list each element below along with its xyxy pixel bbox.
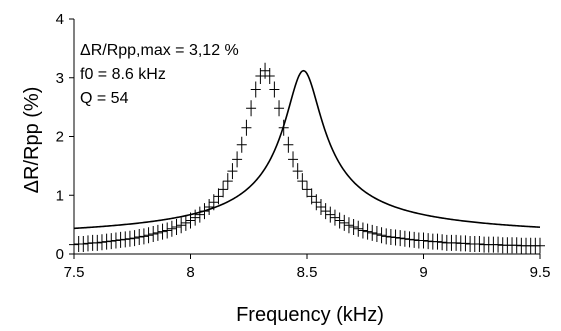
data-point [418,232,429,249]
data-point [376,227,387,244]
data-point [96,234,107,251]
data-point [367,224,378,241]
y-tick-label: 1 [56,187,64,204]
y-tick-label: 4 [56,11,64,28]
data-point [269,81,280,98]
data-point [264,67,275,84]
data-point [218,181,229,198]
data-point [292,163,303,180]
data-point [274,100,285,117]
data-point [171,218,182,235]
data-point [353,220,364,237]
data-point [451,234,462,251]
data-point [297,173,308,190]
data-point [157,223,168,240]
data-point [194,206,205,223]
data-point [390,229,401,246]
data-point [288,151,299,168]
data-point [283,136,294,153]
data-point [227,163,238,180]
data-point [371,226,382,243]
data-point [334,212,345,229]
data-point [423,233,434,250]
data-point [143,227,154,244]
data-point [82,235,93,252]
data-point [115,231,126,248]
data-point [236,136,247,153]
data-point [162,222,173,239]
data-point [241,119,252,136]
data-point [250,81,261,98]
data-point [404,231,415,248]
x-tick-label: 7.5 [64,264,85,281]
data-point [409,231,420,248]
data-point [134,228,145,245]
y-axis-title: ΔR/Rpp (%) [21,87,43,194]
x-tick-label: 8 [186,264,194,281]
data-point [222,173,233,190]
data-point [190,209,201,226]
data-point [110,232,121,249]
x-axis-title: Frequency (kHz) [236,304,384,326]
data-point [329,209,340,226]
data-point [129,230,140,247]
data-point [208,194,219,211]
data-point [474,236,485,253]
data-point [166,220,177,237]
y-tick-label: 0 [56,246,64,263]
y-tick-label: 3 [56,70,64,87]
data-point [120,231,131,248]
data-point [343,217,354,234]
annotation-f0: f0 = 8.6 kHz [80,66,166,83]
data-point [385,228,396,245]
data-point [124,230,135,247]
data-point [493,236,504,253]
data-point [511,237,522,254]
data-point [306,188,317,205]
fit-curve [73,69,541,230]
data-point [246,100,257,117]
data-point [437,234,448,251]
data-point [395,230,406,247]
x-axis: 7.5 8 8.5 9 9.5 [64,253,551,281]
plot-area [69,62,545,254]
data-point [204,199,215,215]
data-point [432,233,443,250]
data-point [315,199,326,215]
data-point [381,228,392,245]
x-tick-label: 9 [419,264,427,281]
data-point [101,233,112,250]
data-point [138,228,149,245]
data-point [362,223,373,240]
data-point [535,237,545,254]
data-point [78,236,89,253]
data-point [320,203,331,220]
data-point [325,206,336,223]
x-tick-label: 9.5 [530,264,551,281]
data-point [213,188,224,205]
data-point [199,203,210,220]
data-point [185,212,196,229]
x-tick-label: 8.5 [297,264,318,281]
annotation-q: Q = 54 [80,90,129,107]
data-point [176,217,187,234]
data-point [357,222,368,239]
y-axis: 0 1 2 3 4 [56,11,75,263]
data-point [148,226,159,243]
data-point [348,218,359,235]
data-point [180,214,191,231]
data-point [460,235,471,252]
data-point [232,151,243,168]
data-point [311,194,322,211]
data-point [152,224,163,241]
data-point [278,119,289,136]
data-point [92,234,103,251]
y-tick-label: 2 [56,129,64,146]
data-point [106,233,117,250]
data-point [339,214,350,231]
annotation-max: ΔR/Rpp,max = 3,12 % [80,42,239,59]
data-point [302,181,312,198]
data-point [399,230,410,247]
